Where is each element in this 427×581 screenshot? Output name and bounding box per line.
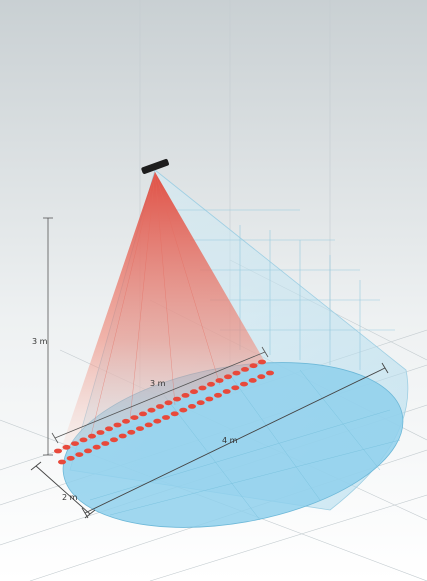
near-width-dimension — [51, 346, 269, 444]
led-dot — [266, 370, 274, 376]
led-dot — [224, 374, 232, 380]
led-dot — [205, 396, 214, 402]
led-dot — [58, 459, 66, 465]
led-dot — [173, 396, 181, 402]
led-array — [54, 359, 274, 465]
light-beam — [60, 172, 265, 452]
led-dot — [257, 374, 266, 380]
led-dot — [130, 415, 139, 420]
led-dot — [127, 429, 136, 435]
led-dot — [101, 441, 110, 446]
led-dot — [164, 400, 173, 406]
height-label: 3 m — [32, 337, 48, 346]
led-dot — [110, 437, 118, 443]
led-dot — [113, 422, 122, 428]
led-dot — [139, 411, 147, 417]
led-dot — [156, 404, 164, 409]
led-dot — [162, 415, 170, 420]
led-dot — [136, 426, 144, 431]
near-width-label: 3 m — [150, 379, 166, 388]
long-width-label: 4 m — [222, 436, 238, 445]
led-dot — [215, 378, 224, 383]
led-dot — [88, 433, 96, 439]
led-dot — [147, 407, 156, 413]
led-dot — [153, 418, 162, 424]
led-dot — [214, 392, 222, 398]
led-dot — [231, 385, 240, 391]
depth-label: 2 m — [62, 493, 78, 502]
led-dot — [96, 430, 105, 435]
led-dot — [198, 385, 207, 391]
led-dot — [190, 389, 198, 395]
led-dot — [207, 381, 215, 387]
beam-rays — [89, 171, 221, 441]
led-dot — [75, 452, 84, 457]
led-dot — [179, 407, 188, 413]
led-dot — [170, 411, 179, 417]
led-dot — [79, 437, 88, 443]
ellipse-grid — [89, 369, 401, 521]
led-dot — [248, 378, 257, 383]
led-dot — [54, 448, 62, 454]
height-dimension — [43, 217, 53, 456]
led-dot — [62, 444, 71, 450]
led-dot — [241, 367, 249, 372]
led-dot — [258, 359, 266, 365]
led-dot — [92, 444, 101, 450]
led-dot — [249, 363, 258, 369]
led-dot — [122, 418, 130, 424]
led-dot — [105, 426, 113, 432]
depth-dimension — [30, 461, 96, 519]
sensor-device — [141, 158, 169, 174]
led-dot — [181, 393, 190, 398]
led-dot — [196, 400, 205, 406]
led-dot — [144, 422, 153, 428]
led-dot — [240, 381, 248, 387]
led-dot — [188, 404, 196, 409]
led-dot — [232, 370, 241, 376]
led-dot — [66, 455, 75, 461]
led-dot — [71, 441, 79, 446]
led-dot — [118, 433, 127, 439]
led-dot — [84, 448, 92, 454]
led-dot — [222, 389, 231, 394]
